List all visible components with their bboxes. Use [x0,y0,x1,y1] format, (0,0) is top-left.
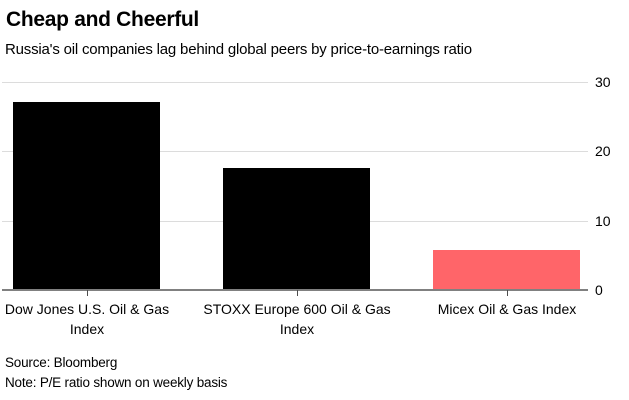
y-tick-label-20: 20 [595,143,611,159]
gridline-30 [2,82,588,83]
bar-3 [433,250,580,290]
x-tick-1 [87,290,88,296]
source-text: Source: Bloomberg [5,355,118,370]
y-tick-label-30: 30 [595,74,611,90]
x-category-label-1: Dow Jones U.S. Oil & Gas Index [0,299,195,339]
gridline-20 [2,151,588,152]
x-axis-baseline [2,289,588,291]
bar-1 [13,102,160,290]
note-text: Note: P/E ratio shown on weekly basis [5,375,228,390]
chart-title: Cheap and Cheerful [6,8,199,31]
chart-subtitle: Russia's oil companies lag behind global… [5,41,472,58]
x-tick-3 [507,290,508,296]
x-tick-2 [297,290,298,296]
bar-2 [223,168,370,290]
x-category-label-line: Dow Jones U.S. Oil & Gas [4,301,170,317]
x-category-label-line: Index [279,321,315,337]
x-category-label-3: Micex Oil & Gas Index [399,299,615,319]
x-category-label-line: Index [69,321,105,337]
x-category-label-line: Micex Oil & Gas Index [437,301,577,317]
y-tick-label-0: 0 [595,282,603,298]
x-category-label-line: STOXX Europe 600 Oil & Gas [203,301,391,317]
y-tick-label-10: 10 [595,213,611,229]
x-category-label-2: STOXX Europe 600 Oil & Gas Index [189,299,405,339]
